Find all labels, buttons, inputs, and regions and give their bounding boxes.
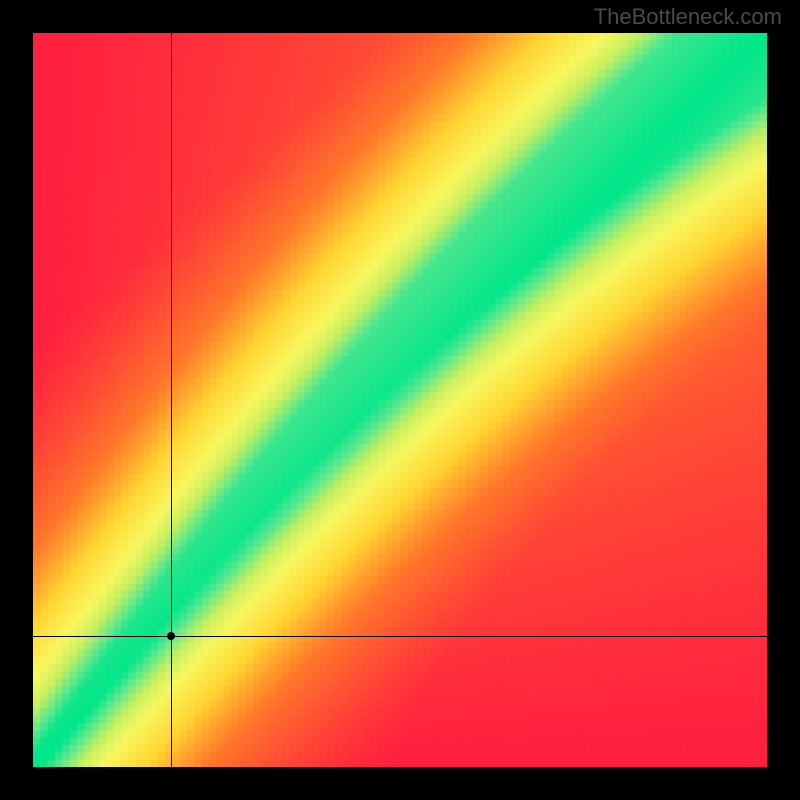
marker-dot: [167, 632, 175, 640]
chart-container: TheBottleneck.com: [0, 0, 800, 800]
watermark-text: TheBottleneck.com: [594, 4, 782, 30]
heatmap-canvas: [33, 33, 767, 767]
plot-area: [33, 33, 767, 767]
crosshair-horizontal: [33, 636, 767, 637]
crosshair-vertical: [171, 33, 172, 767]
